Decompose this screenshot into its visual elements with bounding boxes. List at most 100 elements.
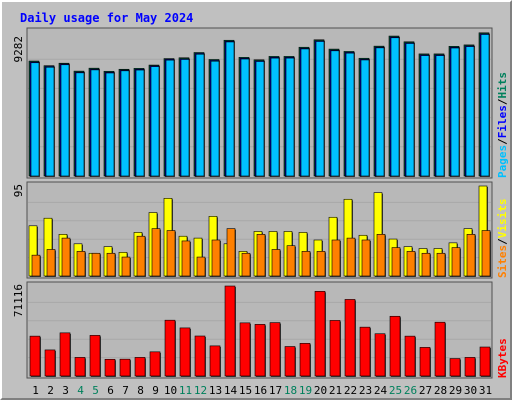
day-label: 24: [374, 384, 388, 397]
legend-pages: Pages: [496, 145, 509, 178]
pages-bar: [75, 72, 85, 177]
legend-sites: Sites: [496, 245, 509, 278]
kbytes-bar: [224, 285, 236, 377]
pages-bar: [180, 59, 190, 177]
bottom-panel-max-label: 71116: [12, 284, 25, 317]
kbytes-bar: [389, 315, 401, 377]
pages-bar: [300, 48, 310, 177]
day-label: 22: [344, 384, 357, 397]
pages-bar: [330, 50, 340, 177]
sites-bar: [91, 252, 101, 277]
pages-bar: [285, 57, 295, 177]
day-label: 18: [284, 384, 297, 397]
day-label: 19: [299, 384, 312, 397]
pages-bar: [435, 55, 445, 177]
sites-bar: [301, 251, 311, 277]
pages-bar: [165, 59, 175, 177]
kbytes-bar: [74, 357, 86, 377]
pages-bar: [45, 66, 55, 177]
day-label: 29: [449, 384, 462, 397]
kbytes-bar: [119, 358, 131, 377]
sites-bar: [241, 252, 251, 277]
kbytes-bar: [344, 299, 356, 377]
sites-bar: [421, 252, 431, 277]
kbytes-bar: [209, 345, 221, 377]
bottom-panel-legend: KBytes: [496, 338, 509, 378]
day-label: 2: [47, 384, 54, 397]
chart-title: Daily usage for May 2024: [20, 11, 193, 25]
day-label: 27: [419, 384, 432, 397]
day-label: 31: [479, 384, 492, 397]
kbytes-bar: [329, 320, 341, 377]
pages-bar: [480, 34, 490, 177]
sites-bar: [121, 256, 131, 277]
sites-bar: [361, 239, 371, 277]
top-panel-legend: Pages/Files/Hits: [496, 72, 509, 178]
sites-bar: [166, 230, 176, 277]
pages-bar: [360, 59, 370, 177]
kbytes-bar: [374, 333, 386, 377]
kbytes-bar: [89, 335, 101, 377]
pages-bar: [90, 69, 100, 177]
kbytes-bar: [254, 324, 266, 377]
pages-bar: [150, 66, 160, 177]
day-label: 21: [329, 384, 342, 397]
day-label: 11: [179, 384, 192, 397]
sites-bar: [226, 228, 236, 277]
legend-separator: /: [496, 138, 509, 145]
middle-panel-max-label: 95: [12, 184, 25, 197]
sites-bar: [61, 237, 71, 277]
legend-separator: /: [496, 98, 509, 105]
day-label: 30: [464, 384, 477, 397]
sites-bar: [271, 249, 281, 277]
sites-bar: [181, 240, 191, 277]
sites-bar: [481, 230, 491, 277]
kbytes-bar: [434, 321, 446, 377]
pages-bar: [270, 57, 280, 177]
kbytes-bar: [164, 319, 176, 377]
day-label: 9: [152, 384, 159, 397]
pages-bar: [405, 43, 415, 177]
sites-bar: [451, 247, 461, 277]
day-label: 28: [434, 384, 447, 397]
kbytes-bar: [239, 322, 251, 377]
kbytes-bar: [59, 332, 71, 377]
day-label: 3: [62, 384, 69, 397]
legend-hits: Hits: [496, 72, 509, 99]
day-label: 4: [77, 384, 84, 397]
kbytes-bar: [314, 291, 326, 377]
pages-bar: [315, 41, 325, 177]
day-label: 7: [122, 384, 129, 397]
kbytes-bar: [29, 335, 41, 377]
kbytes-bar: [419, 347, 431, 377]
legend-kbytes: KBytes: [496, 338, 509, 378]
kbytes-bar: [299, 343, 311, 377]
kbytes-bar: [104, 358, 116, 377]
sites-bar: [331, 239, 341, 277]
legend-visits: Visits: [496, 199, 509, 239]
day-label: 16: [254, 384, 267, 397]
kbytes-bar: [359, 326, 371, 377]
sites-bar: [76, 251, 86, 277]
sites-bar: [211, 239, 221, 277]
day-label: 25: [389, 384, 402, 397]
sites-bar: [46, 249, 56, 277]
day-label: 26: [404, 384, 417, 397]
pages-bar: [120, 70, 130, 177]
kbytes-bar: [179, 327, 191, 377]
kbytes-bar: [134, 357, 146, 377]
day-label: 15: [239, 384, 252, 397]
day-label: 14: [224, 384, 238, 397]
pages-bar: [240, 58, 250, 177]
kbytes-bar: [449, 358, 461, 377]
sites-bar: [316, 251, 326, 277]
sites-bar: [196, 256, 206, 277]
sites-bar: [31, 254, 41, 277]
pages-bar: [420, 55, 430, 177]
day-label: 8: [137, 384, 144, 397]
kbytes-bar: [194, 335, 206, 377]
kbytes-bar: [464, 357, 476, 377]
legend-separator: /: [496, 238, 509, 245]
sites-bar: [346, 237, 356, 277]
